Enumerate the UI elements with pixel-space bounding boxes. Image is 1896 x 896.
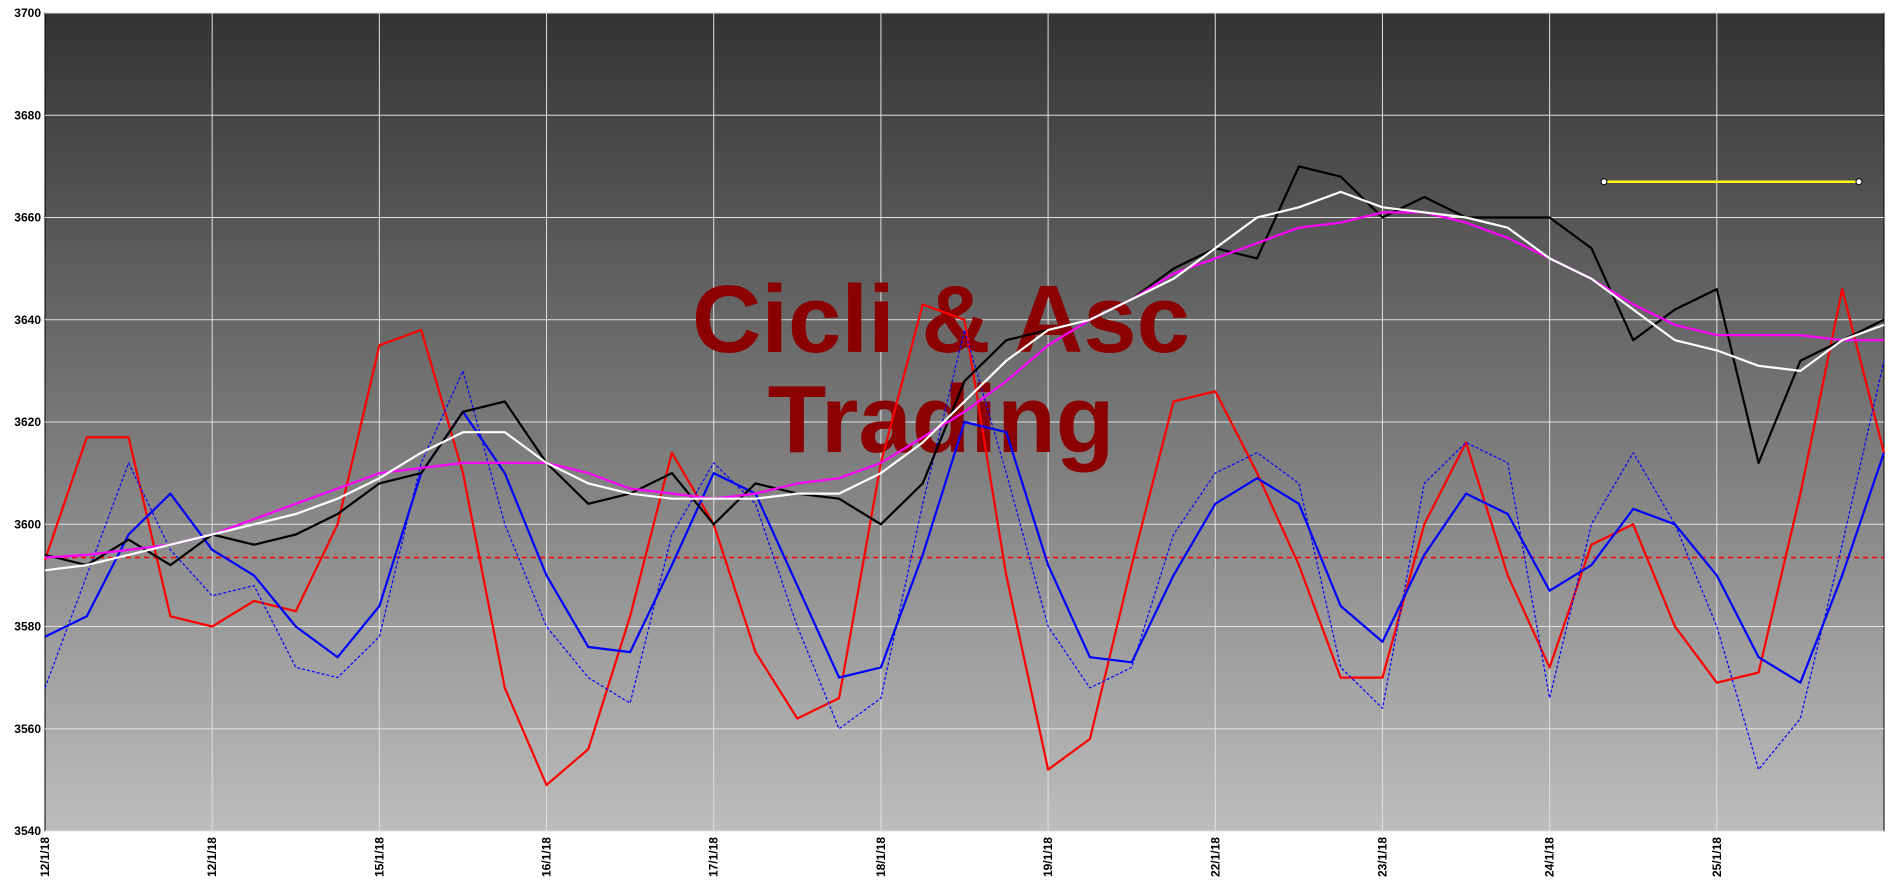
x-tick-label: 19/1/18 — [1041, 837, 1055, 877]
segment-handle — [1855, 178, 1863, 186]
segment-handle — [1600, 178, 1608, 186]
y-tick-label: 3640 — [14, 313, 41, 327]
y-tick-label: 3560 — [14, 722, 41, 736]
y-tick-label: 3620 — [14, 415, 41, 429]
x-tick-label: 15/1/18 — [372, 837, 386, 877]
series-line — [44, 190, 1885, 572]
watermark: Cicli & Asc — [692, 266, 1190, 373]
x-tick-label: 25/1/18 — [1710, 837, 1724, 877]
x-tick-label: 12/1/18 — [205, 837, 219, 877]
x-tick-label: 16/1/18 — [540, 837, 554, 877]
series-line — [43, 288, 1886, 787]
x-tick-label: 12/1/18 — [38, 837, 52, 877]
y-tick-label: 3680 — [14, 108, 41, 122]
y-tick-label: 3600 — [14, 517, 41, 531]
x-tick-label: 22/1/18 — [1208, 837, 1222, 877]
watermark: Trading — [768, 366, 1115, 473]
series-line — [44, 165, 1885, 567]
series-line — [44, 329, 1885, 771]
series-line — [44, 410, 1886, 684]
x-tick-label: 17/1/18 — [707, 837, 721, 877]
x-tick-label: 18/1/18 — [874, 837, 888, 877]
y-tick-label: 3580 — [14, 620, 41, 634]
x-tick-label: 23/1/18 — [1375, 837, 1389, 877]
y-tick-label: 3540 — [14, 824, 41, 838]
x-tick-label: 24/1/18 — [1543, 837, 1557, 877]
y-tick-label: 3700 — [14, 6, 41, 20]
y-tick-label: 3660 — [14, 211, 41, 225]
